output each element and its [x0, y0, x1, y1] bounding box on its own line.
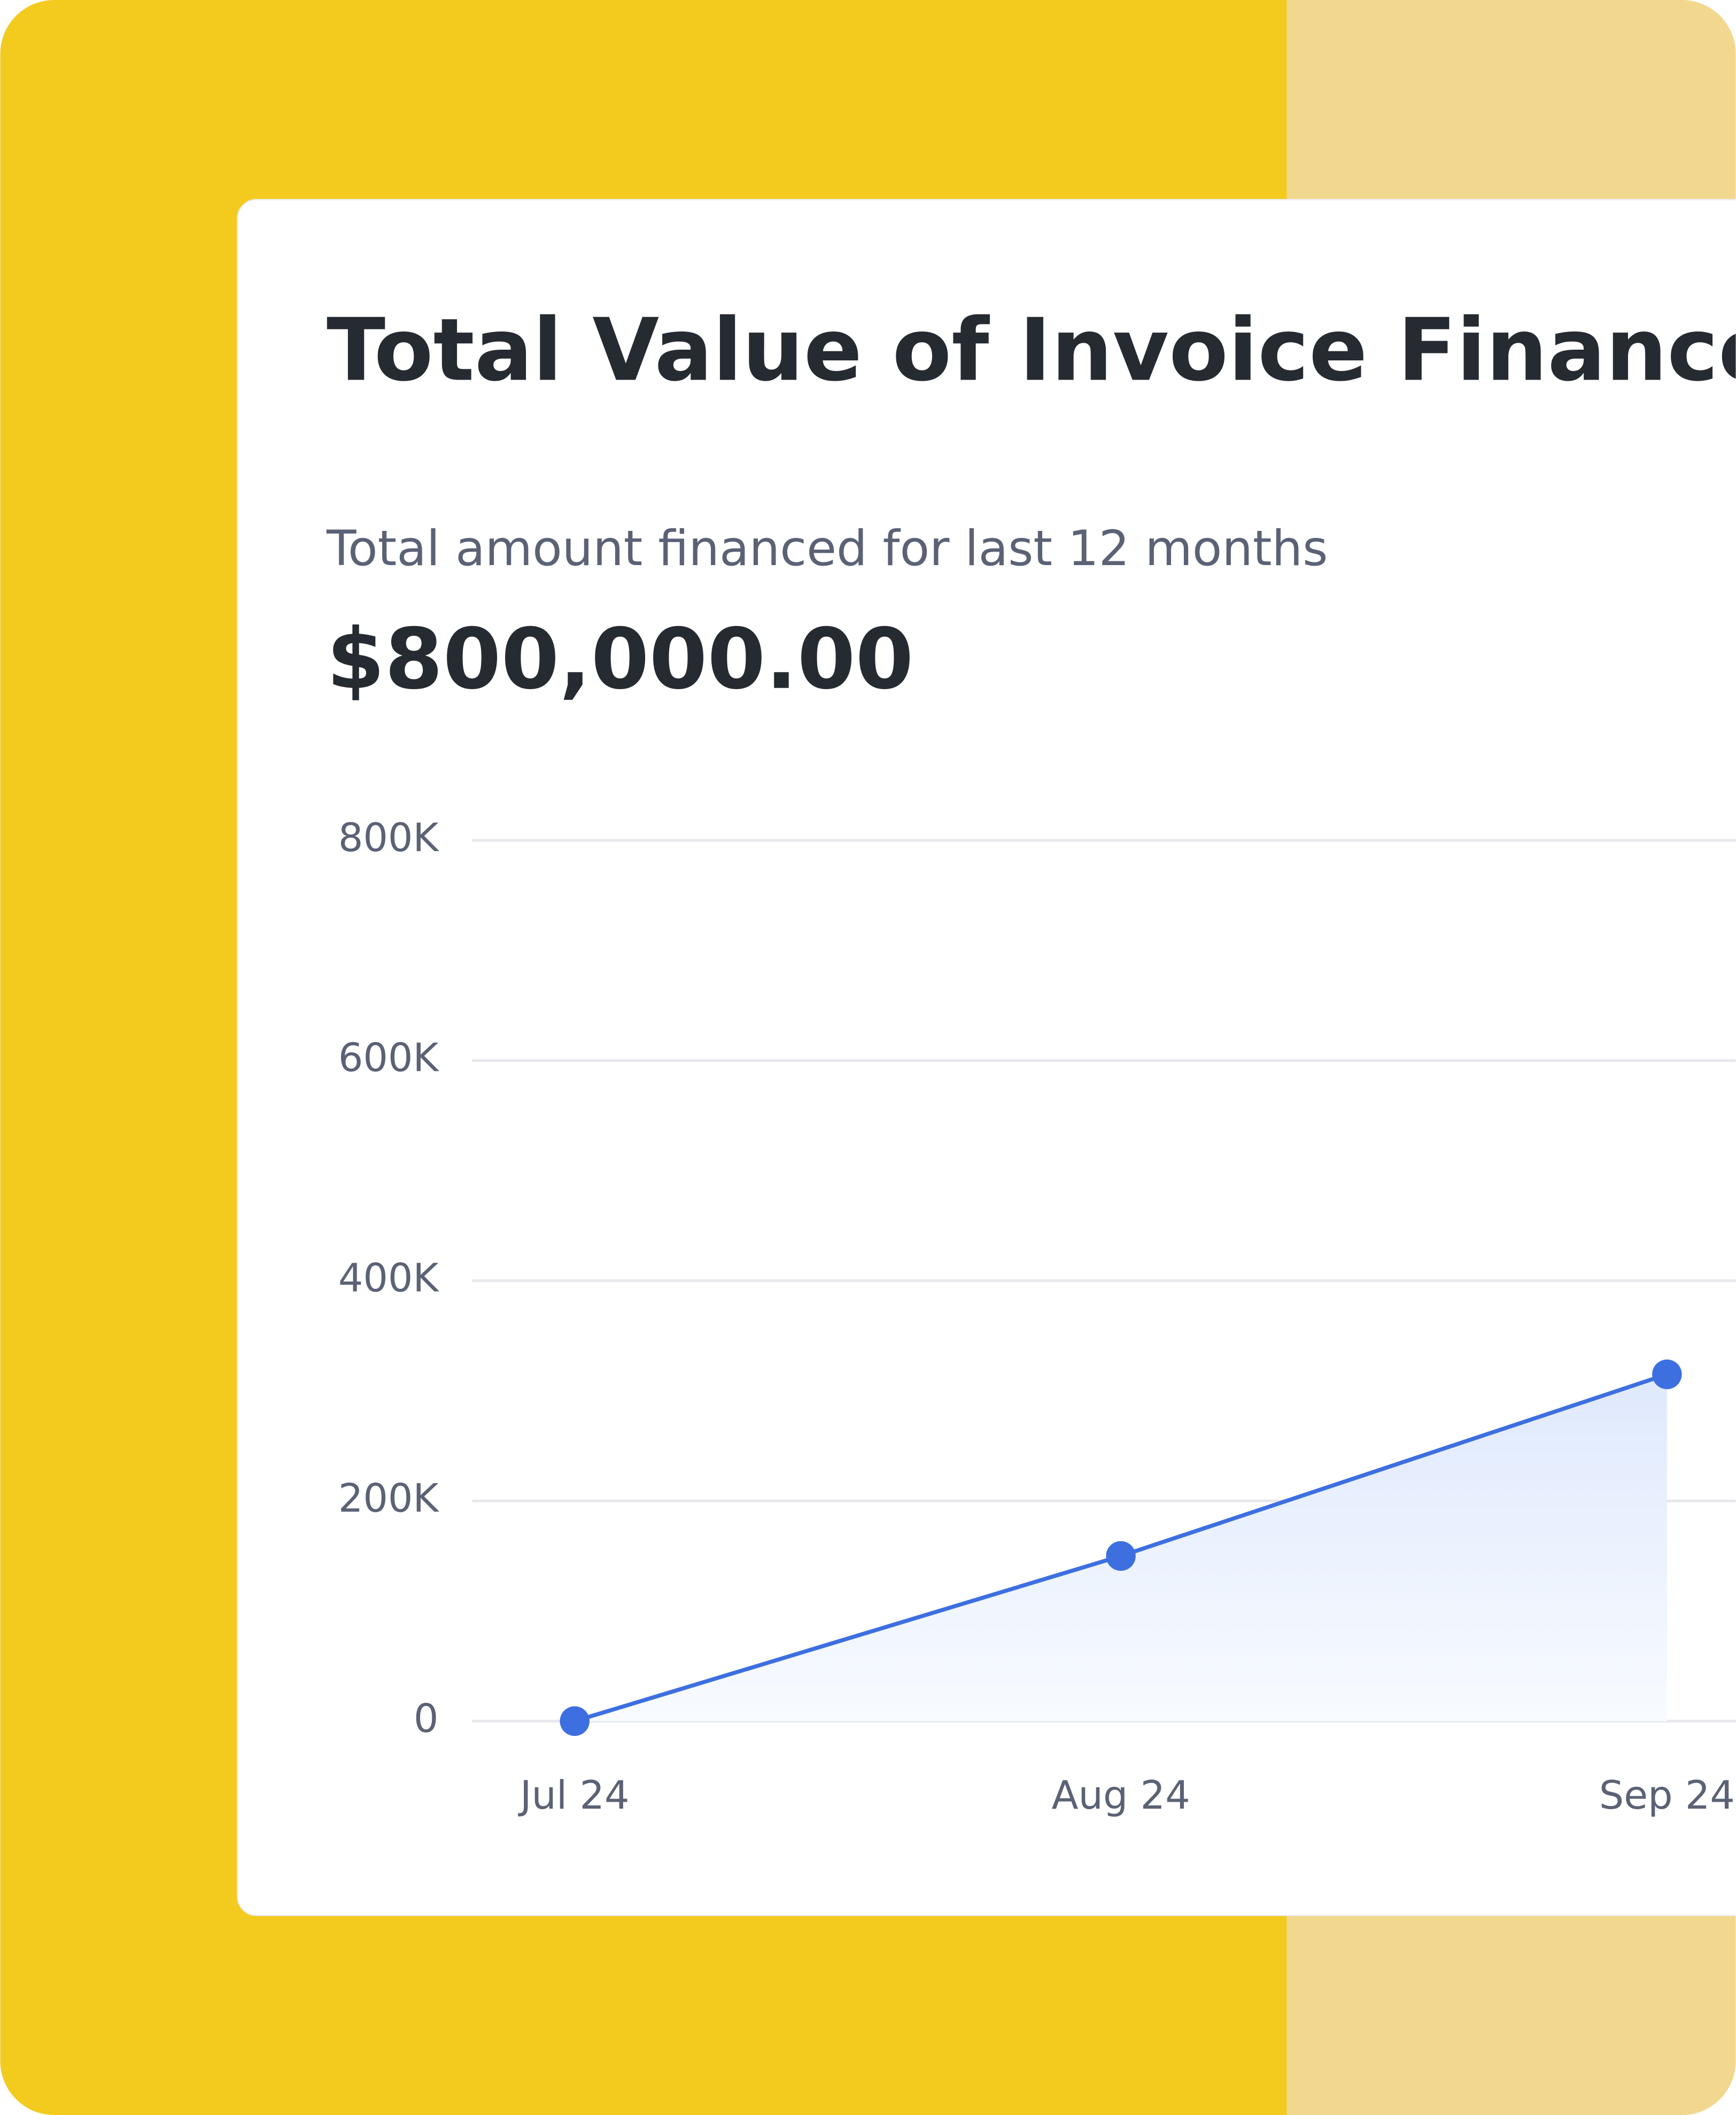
y-tick-label: 800K [338, 815, 440, 861]
point [1106, 1541, 1136, 1571]
y-tick-label: 600K [338, 1036, 440, 1081]
x-tick-label: Sep 24 [1599, 1773, 1735, 1818]
point [560, 1706, 590, 1736]
x-tick-label: Jul 24 [518, 1773, 630, 1818]
area [575, 1374, 1667, 1722]
headline-total: $800,000.00 [327, 611, 913, 708]
y-tick-label: 400K [338, 1256, 440, 1301]
card-content: Total Value of Invoice Financed Total am… [326, 300, 1736, 1818]
chart-title: Total Value of Invoice Financed [327, 300, 1736, 400]
point [1652, 1359, 1682, 1390]
chart-subtitle: Total amount financed for last 12 months [326, 521, 1328, 577]
y-tick-label: 200K [338, 1476, 440, 1521]
x-tick-label: Aug 24 [1051, 1773, 1190, 1818]
y-tick-label: 0 [414, 1696, 439, 1741]
